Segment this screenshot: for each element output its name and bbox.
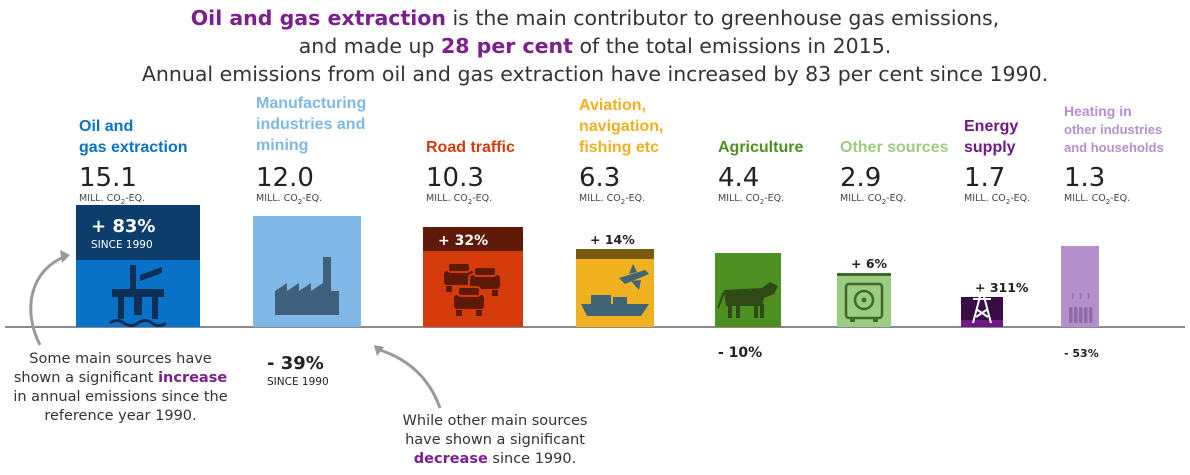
bar-change bbox=[576, 249, 654, 259]
unit-label: MILL. CO2-EQ. bbox=[964, 193, 1030, 206]
headline-line-2: and made up 28 per cent of the total emi… bbox=[298, 34, 892, 58]
annotation-increase: Some main sources have shown a significa… bbox=[13, 351, 228, 424]
change-label: - 53% bbox=[1064, 347, 1099, 360]
value-label: 2.9 bbox=[840, 163, 881, 193]
category-label: Heating in bbox=[1064, 103, 1132, 119]
category-label: Other sources bbox=[840, 139, 949, 156]
headline-line-1: Oil and gas extraction is the main contr… bbox=[190, 6, 1000, 30]
category-label: Energy bbox=[964, 118, 1018, 135]
change-label: + 32% bbox=[438, 233, 488, 249]
category-label: and households bbox=[1064, 140, 1164, 155]
category-label: gas extraction bbox=[79, 139, 187, 156]
increase-arrowhead bbox=[60, 250, 70, 263]
change-label: + 6% bbox=[851, 256, 888, 271]
value-label: 15.1 bbox=[79, 163, 137, 193]
annotation-decrease: While other main sources have shown a si… bbox=[402, 413, 588, 467]
category-2: Manufacturing industries and mining 12.0MIL… bbox=[253, 95, 366, 388]
oil-platform-icon bbox=[109, 265, 167, 327]
cars-icon bbox=[442, 262, 502, 316]
power-tower-icon bbox=[970, 288, 994, 324]
cow-icon bbox=[717, 282, 778, 318]
since-label: SINCE 1990 bbox=[267, 376, 329, 388]
value-label: 1.3 bbox=[1064, 163, 1105, 193]
since-label: SINCE 1990 bbox=[91, 239, 153, 251]
value-label: 12.0 bbox=[256, 163, 314, 193]
factory-icon bbox=[275, 257, 339, 315]
increase-arrow bbox=[29, 254, 67, 346]
bar-change bbox=[837, 273, 891, 276]
change-label: - 10% bbox=[718, 345, 762, 361]
category-label: mining bbox=[256, 137, 308, 154]
category-label: Oil and bbox=[79, 118, 133, 135]
unit-label: MILL. CO2-EQ. bbox=[79, 193, 145, 206]
change-label: + 14% bbox=[590, 232, 635, 247]
category-label: fishing etc bbox=[579, 139, 659, 156]
safe-icon bbox=[844, 282, 884, 322]
decrease-arrowhead bbox=[374, 345, 384, 356]
unit-label: MILL. CO2-EQ. bbox=[256, 193, 322, 206]
category-label: supply bbox=[964, 139, 1016, 156]
bar-change bbox=[76, 205, 200, 260]
radiator-icon bbox=[1069, 292, 1093, 323]
category-label: navigation, bbox=[579, 118, 663, 135]
bar-1990-level bbox=[576, 259, 654, 327]
unit-label: MILL. CO2-EQ. bbox=[579, 193, 645, 206]
unit-label: MILL. CO2-EQ. bbox=[718, 193, 784, 206]
category-label: other industries bbox=[1064, 122, 1162, 137]
category-label: Agriculture bbox=[718, 139, 803, 156]
value-label: 1.7 bbox=[964, 163, 1005, 193]
headline-line-3: Annual emissions from oil and gas extrac… bbox=[141, 62, 1049, 86]
category-8: Heating in other industries and households… bbox=[1061, 103, 1164, 360]
category-label: Manufacturing bbox=[256, 95, 366, 112]
value-label: 6.3 bbox=[579, 163, 620, 193]
bar-change bbox=[961, 297, 1003, 320]
change-label: + 311% bbox=[975, 280, 1029, 295]
unit-label: MILL. CO2-EQ. bbox=[840, 193, 906, 206]
category-4: Aviation, navigation, fishing etc 6.3MILL. … bbox=[576, 97, 663, 327]
bar-1990-level bbox=[961, 320, 1003, 327]
change-label: - 39% bbox=[267, 353, 324, 374]
decrease-arrow bbox=[379, 348, 442, 409]
unit-label: MILL. CO2-EQ. bbox=[1064, 193, 1130, 206]
bar-change bbox=[423, 227, 523, 251]
value-label: 10.3 bbox=[426, 163, 484, 193]
category-label: Road traffic bbox=[426, 139, 515, 156]
value-label: 4.4 bbox=[718, 163, 759, 193]
change-label: + 83% bbox=[91, 216, 155, 237]
category-label: Aviation, bbox=[579, 97, 646, 114]
unit-label: MILL. CO2-EQ. bbox=[426, 193, 492, 206]
category-label: industries and bbox=[256, 116, 365, 133]
headline: Oil and gas extraction is the main contr… bbox=[0, 4, 1190, 88]
plane-ship-icon bbox=[581, 264, 649, 316]
